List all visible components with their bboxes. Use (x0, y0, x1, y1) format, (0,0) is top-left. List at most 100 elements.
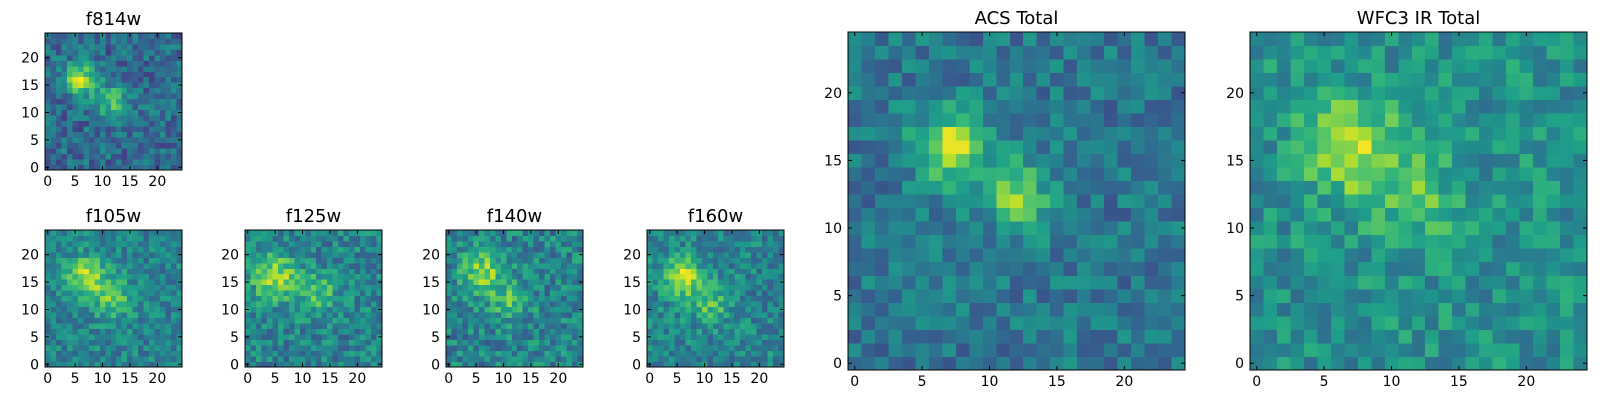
heatmap-cell (1479, 140, 1494, 155)
heatmap-cell (928, 72, 943, 87)
heatmap-cell (1050, 113, 1065, 128)
heatmap-cell (489, 306, 496, 313)
heatmap-cell (77, 251, 84, 258)
heatmap-cell (132, 334, 139, 340)
heatmap-cell (674, 279, 681, 286)
heatmap-cell (1276, 221, 1291, 236)
heatmap-cell (773, 240, 779, 247)
heatmap-cell (132, 246, 139, 253)
heatmap-cell (1573, 153, 1588, 168)
heatmap-cell (1023, 180, 1038, 195)
heatmap-cell (707, 295, 714, 302)
heatmap-cell (316, 290, 323, 297)
heatmap-cell (874, 356, 889, 371)
heatmap-cell (668, 268, 675, 275)
heatmap-cell (349, 350, 355, 357)
plot-frame-f140w (445, 229, 584, 368)
heatmap-cell (861, 126, 876, 141)
heatmap-cell (1144, 315, 1159, 330)
heatmap-cell (550, 306, 556, 313)
heatmap-cell (1090, 140, 1105, 155)
heatmap-cell (45, 317, 51, 324)
heatmap-cell (1411, 153, 1426, 168)
heatmap-cell (288, 356, 295, 362)
heatmap-cell (272, 328, 279, 335)
heatmap-cell (718, 235, 725, 242)
heatmap-cell (116, 356, 123, 362)
heatmap-cell (1144, 140, 1159, 155)
heatmap-cell (338, 290, 345, 297)
heatmap-cell (1357, 315, 1372, 330)
heatmap-cell (528, 235, 535, 242)
heatmap-cell (250, 334, 257, 340)
heatmap-cell (149, 334, 155, 340)
heatmap-cell (250, 356, 257, 362)
heatmap-cell (522, 240, 529, 247)
heatmap-cell (165, 38, 172, 45)
heatmap-cell (528, 323, 535, 330)
heatmap-cell (1290, 342, 1305, 357)
heatmap-cell (942, 221, 957, 236)
heatmap-cell (1465, 167, 1480, 182)
heatmap-cell (874, 99, 889, 114)
heatmap-cell (1438, 221, 1453, 236)
heatmap-cell (462, 290, 469, 297)
heatmap-cell (1384, 59, 1399, 73)
heatmap-cell (942, 167, 957, 182)
heatmap-cell (969, 261, 984, 276)
heatmap-cell (996, 32, 1011, 46)
heatmap-cell (132, 339, 139, 346)
heatmap-cell (969, 315, 984, 330)
heatmap-cell (1425, 221, 1440, 236)
heatmap-cell (517, 230, 524, 236)
heatmap-cell (121, 109, 128, 116)
heatmap-cell (171, 142, 177, 149)
heatmap-cell (1452, 261, 1467, 276)
heatmap-cell (778, 323, 785, 330)
heatmap-cell (72, 350, 79, 357)
heatmap-cell (528, 345, 535, 351)
heatmap-cell (77, 295, 84, 302)
heatmap-cell (88, 49, 95, 56)
heatmap-cell (690, 257, 697, 264)
heatmap-cell (740, 356, 747, 362)
heatmap-cell (266, 350, 273, 357)
heatmap-cell (1411, 302, 1426, 317)
heatmap-cell (674, 235, 681, 242)
heatmap-cell (484, 356, 491, 362)
heatmap-cell (127, 312, 134, 319)
heatmap-cell (1452, 45, 1467, 60)
heatmap-cell (94, 104, 101, 111)
heatmap-cell (707, 301, 714, 308)
heatmap-cell (451, 339, 458, 346)
heatmap-cell (861, 45, 876, 60)
heatmap-cell (1317, 234, 1332, 249)
heatmap-cell (712, 306, 719, 313)
heatmap-cell (1023, 302, 1038, 317)
heatmap-cell (55, 148, 62, 154)
heatmap-cell (668, 306, 675, 313)
heatmap-cell (110, 153, 117, 160)
heatmap-cell (83, 126, 90, 133)
heatmap-cell (773, 323, 779, 330)
heatmap-cell (72, 273, 79, 280)
heatmap-cell (489, 301, 496, 308)
heatmap-cell (94, 350, 101, 357)
heatmap-cell (533, 323, 540, 330)
heatmap-cell (522, 268, 529, 275)
heatmap-cell (657, 328, 664, 335)
heatmap-cell (1533, 126, 1547, 141)
heatmap-cell (288, 295, 295, 302)
heatmap-cell (160, 268, 166, 275)
heatmap-cell (171, 115, 177, 122)
heatmap-cell (647, 312, 653, 319)
heatmap-cell (1560, 207, 1574, 222)
heatmap-cell (55, 273, 62, 280)
heatmap-cell (572, 306, 578, 313)
heatmap-cell (982, 32, 997, 46)
y-tick-label: 0 (1235, 356, 1244, 372)
heatmap-cell (745, 235, 752, 242)
heatmap-cell (539, 268, 546, 275)
heatmap-cell (874, 221, 889, 236)
